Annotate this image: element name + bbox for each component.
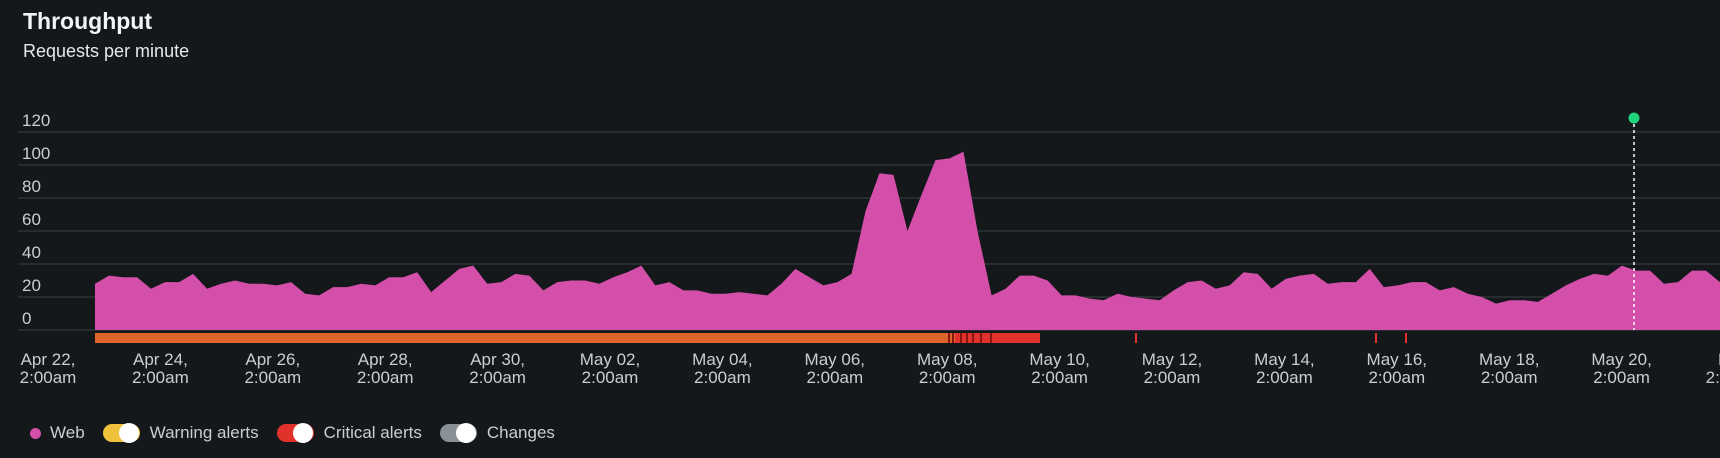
y-tick-label: 0 [22, 309, 31, 328]
web-throughput-area [95, 151, 1720, 330]
toggle-knob-icon [455, 423, 476, 443]
legend-item-changes[interactable]: Changes [439, 423, 555, 443]
chart-legend: Web Warning alerts Critical alerts Chang… [30, 423, 573, 443]
x-tick-label-time: 2:00am [582, 368, 639, 387]
legend-item-web[interactable]: Web [30, 423, 85, 443]
critical-alert-band [955, 333, 1040, 343]
x-tick-label-time: 2:00am [694, 368, 751, 387]
x-tick-label-date: May 02, [580, 350, 640, 369]
x-tick-label-date: May 06, [805, 350, 865, 369]
critical-alert-tick [980, 333, 982, 343]
x-tick-label-date: Apr 28, [358, 350, 413, 369]
web-series-dot-icon [30, 427, 41, 439]
critical-alert-tick [972, 333, 974, 343]
x-tick-label-date: Apr 24, [133, 350, 188, 369]
x-tick-label-time: 2:00am [1593, 368, 1650, 387]
legend-changes-label: Changes [486, 423, 555, 442]
x-tick-label-time: 2:00am [469, 368, 526, 387]
x-tick-label-date: May [1718, 350, 1720, 369]
critical-alert-tick [966, 333, 968, 343]
x-tick-label-time: 2:00am [1481, 368, 1538, 387]
x-tick-label-time: 2:00am [1256, 368, 1313, 387]
y-tick-label: 120 [22, 111, 50, 130]
x-tick-label-date: May 04, [692, 350, 752, 369]
x-tick-label-date: May 16, [1367, 350, 1427, 369]
critical-alert-tick [960, 333, 962, 343]
x-tick-label-time: 2:00am [1706, 368, 1720, 387]
x-tick-label-date: Apr 22, [21, 350, 76, 369]
y-tick-label: 80 [22, 177, 41, 196]
x-tick-label-time: 2:00am [357, 368, 414, 387]
warning-alert-band [95, 333, 1040, 343]
x-tick-label-time: 2:00am [806, 368, 863, 387]
x-tick-label-date: May 20, [1591, 350, 1651, 369]
critical-alert-tick [948, 333, 950, 343]
legend-web-label: Web [50, 423, 85, 442]
critical-alert-tick [1405, 333, 1407, 343]
critical-alert-tick [1375, 333, 1377, 343]
y-tick-label: 20 [22, 276, 41, 295]
legend-item-critical[interactable]: Critical alerts [276, 423, 422, 443]
x-tick-label-date: Apr 26, [245, 350, 300, 369]
x-tick-label-time: 2:00am [20, 368, 77, 387]
toggle-knob-icon [118, 423, 139, 443]
x-tick-label-date: May 18, [1479, 350, 1539, 369]
x-tick-label-time: 2:00am [1031, 368, 1088, 387]
critical-alerts-toggle[interactable] [276, 423, 314, 443]
toggle-knob-icon [292, 423, 313, 443]
x-tick-label-date: May 14, [1254, 350, 1314, 369]
x-tick-label-date: May 10, [1029, 350, 1089, 369]
x-tick-label-date: May 08, [917, 350, 977, 369]
legend-item-warning[interactable]: Warning alerts [102, 423, 259, 443]
x-tick-label-time: 2:00am [1144, 368, 1201, 387]
x-tick-label-date: Apr 30, [470, 350, 525, 369]
change-marker-dot [1628, 112, 1640, 124]
chart-subtitle: Requests per minute [23, 41, 190, 61]
changes-toggle[interactable] [439, 423, 477, 443]
x-tick-label-date: May 12, [1142, 350, 1202, 369]
critical-alert-tick [990, 333, 992, 343]
x-tick-label-time: 2:00am [919, 368, 976, 387]
x-tick-label-time: 2:00am [132, 368, 189, 387]
x-tick-label-time: 2:00am [244, 368, 301, 387]
legend-critical-label: Critical alerts [323, 423, 422, 442]
legend-warning-label: Warning alerts [149, 423, 259, 442]
chart-title: Throughput [23, 8, 153, 34]
x-tick-label-time: 2:00am [1368, 368, 1425, 387]
y-tick-label: 60 [22, 210, 41, 229]
critical-alert-tick [1135, 333, 1137, 343]
y-tick-label: 40 [22, 243, 41, 262]
warning-alerts-toggle[interactable] [102, 423, 140, 443]
y-tick-label: 100 [22, 144, 50, 163]
critical-alert-tick [952, 333, 954, 343]
